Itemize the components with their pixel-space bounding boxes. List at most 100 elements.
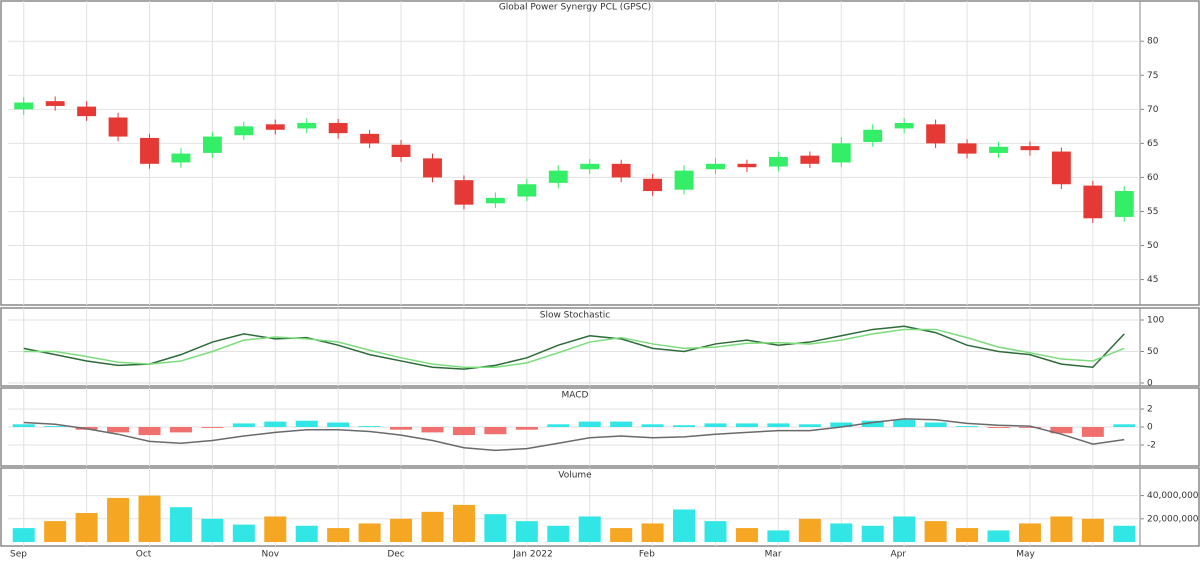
volume-bar xyxy=(987,530,1010,542)
macd-histogram-bar xyxy=(390,427,413,430)
panel-frame xyxy=(0,0,1200,306)
volume-bar xyxy=(484,514,507,542)
macd-histogram-bar xyxy=(1113,424,1136,427)
macd-histogram-bar xyxy=(547,424,570,427)
macd-histogram-bar xyxy=(924,422,947,427)
macd-histogram-bar xyxy=(956,426,979,427)
candle-body xyxy=(45,101,65,106)
volume-bar xyxy=(515,521,538,542)
candle-body xyxy=(611,163,631,178)
candle-body xyxy=(14,102,34,110)
y-tick-label: 0 xyxy=(1147,379,1153,389)
macd-histogram-bar xyxy=(201,427,224,428)
candle-body xyxy=(706,163,725,170)
candle-body xyxy=(989,146,1008,153)
y-tick-label: 60 xyxy=(1147,173,1159,183)
x-tick-label: Mar xyxy=(765,550,782,560)
macd-histogram-bar xyxy=(107,427,130,433)
volume-bar xyxy=(421,511,444,542)
volume-bar xyxy=(924,521,947,542)
volume-bar xyxy=(956,528,979,542)
candle-body xyxy=(77,106,97,117)
macd-histogram-bar xyxy=(735,423,758,427)
volume-bar xyxy=(107,497,130,542)
y-tick-label: 55 xyxy=(1147,207,1158,217)
y-tick-label: 40,000,000 xyxy=(1147,491,1199,501)
macd-histogram-bar xyxy=(673,425,696,427)
candle-body xyxy=(580,163,600,170)
candle-body xyxy=(454,180,474,205)
macd-histogram-bar xyxy=(987,427,1010,428)
candle-body xyxy=(108,117,128,137)
volume-bar xyxy=(798,518,821,542)
volume-bar xyxy=(452,504,475,542)
macd-histogram-bar xyxy=(44,426,67,427)
candle-body xyxy=(1020,146,1040,151)
y-tick-label: 80 xyxy=(1147,37,1159,47)
panel-title: Slow Stochastic xyxy=(540,311,611,321)
volume-bar xyxy=(830,523,853,542)
macd-histogram-bar xyxy=(452,427,475,436)
macd-histogram-bar xyxy=(893,419,916,427)
candle-body xyxy=(265,124,285,130)
volume-bar xyxy=(358,523,381,542)
candle-body xyxy=(768,157,788,167)
volume-bar xyxy=(75,513,98,542)
candle-body xyxy=(423,158,442,178)
macd-histogram-bar xyxy=(232,423,255,427)
volume-bar xyxy=(169,507,192,542)
volume-bar xyxy=(264,516,287,542)
volume-bar xyxy=(704,521,727,542)
macd-histogram-bar xyxy=(830,422,853,427)
x-tick-label: May xyxy=(1016,550,1035,560)
y-tick-label: 50 xyxy=(1147,241,1159,251)
panel-frame xyxy=(0,467,1200,547)
y-tick-label: 75 xyxy=(1147,71,1158,81)
candle-body xyxy=(202,136,222,153)
macd-histogram-bar xyxy=(610,421,633,427)
candle-body xyxy=(234,126,254,136)
volume-bar xyxy=(12,528,35,542)
x-tick-label: Apr xyxy=(890,550,906,560)
macd-histogram-bar xyxy=(1018,427,1041,428)
macd-histogram-bar xyxy=(264,421,287,427)
macd-histogram-bar xyxy=(798,424,821,427)
macd-histogram-bar xyxy=(1050,427,1073,434)
candle-body xyxy=(831,143,851,163)
volume-bar xyxy=(1050,516,1073,542)
candle-body xyxy=(863,129,883,143)
macd-histogram-bar xyxy=(767,423,790,427)
macd-histogram-bar xyxy=(641,424,664,427)
x-tick-label: Dec xyxy=(387,550,404,560)
candle-body xyxy=(391,144,411,157)
y-tick-label: 100 xyxy=(1147,316,1164,326)
panel-frame xyxy=(0,387,1200,467)
macd-histogram-bar xyxy=(327,422,350,427)
macd-histogram-bar xyxy=(484,427,507,435)
y-tick-label: 0 xyxy=(1147,423,1153,433)
volume-bar xyxy=(390,518,413,542)
macd-histogram-bar xyxy=(1081,427,1104,437)
volume-bar xyxy=(767,530,790,542)
macd-histogram-bar xyxy=(578,421,601,427)
volume-bar xyxy=(44,521,67,542)
volume-bar xyxy=(1081,518,1104,542)
macd-histogram-bar xyxy=(358,426,381,427)
panel-title: MACD xyxy=(562,391,589,401)
y-tick-label: 2 xyxy=(1147,405,1153,415)
candle-body xyxy=(643,178,663,192)
candle-body xyxy=(737,163,757,168)
candle-body xyxy=(1114,191,1134,217)
volume-bar xyxy=(138,495,161,542)
panel-frame xyxy=(0,307,1200,387)
volume-bar xyxy=(327,528,350,542)
macd-line xyxy=(23,418,1125,452)
candle-body xyxy=(297,122,317,129)
candle-body xyxy=(957,143,977,154)
candle-body xyxy=(328,122,348,134)
volume-bar xyxy=(578,516,601,542)
volume-bar xyxy=(547,525,570,542)
candle-body xyxy=(360,133,380,144)
volume-bar xyxy=(673,509,696,542)
